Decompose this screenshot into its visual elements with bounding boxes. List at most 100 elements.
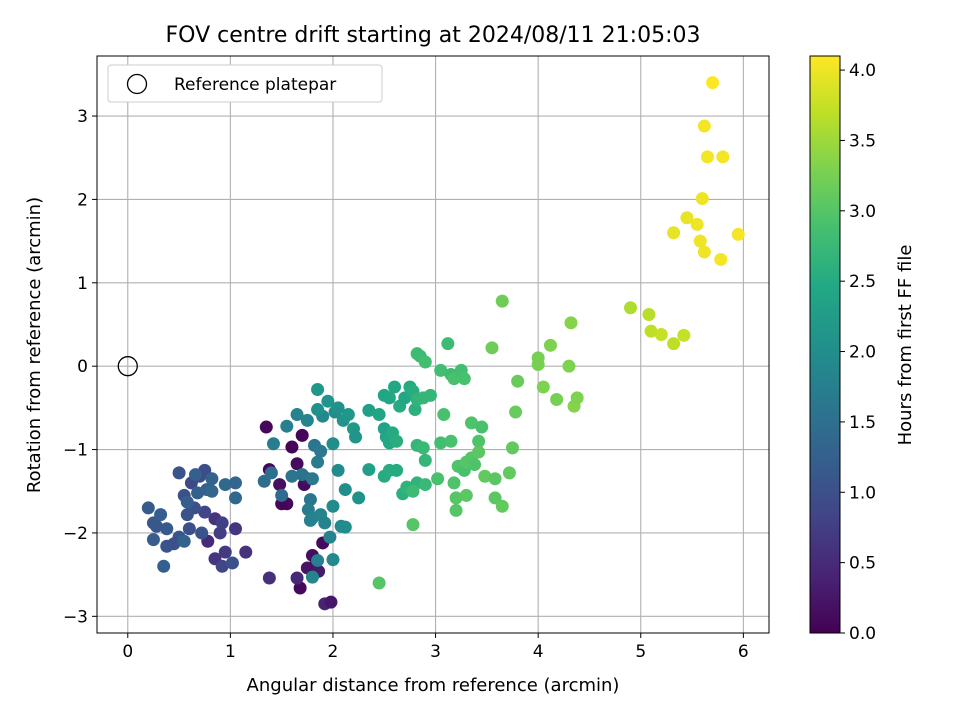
y-axis-label: Rotation from reference (arcmin) [24, 197, 45, 493]
data-point [188, 468, 202, 482]
x-axis: 0 1 2 3 4 5 6 [122, 633, 749, 662]
data-point [264, 466, 278, 480]
x-axis-label: Angular distance from reference (arcmin) [247, 675, 620, 696]
data-point [697, 245, 711, 259]
data-point [495, 294, 509, 308]
data-point [543, 338, 557, 352]
data-point [338, 483, 352, 497]
data-point [447, 476, 461, 490]
data-point [215, 516, 229, 530]
data-point [229, 476, 243, 490]
data-point [509, 405, 523, 419]
data-point [300, 413, 314, 427]
data-point [314, 444, 328, 458]
data-point [305, 570, 319, 584]
data-point [303, 493, 317, 507]
data-point [382, 391, 396, 405]
data-point [644, 324, 658, 338]
data-point [434, 363, 448, 377]
data-point [706, 76, 720, 90]
data-point [418, 478, 432, 492]
data-point [293, 581, 307, 595]
data-point [459, 488, 473, 502]
data-point [700, 150, 714, 164]
data-point [690, 217, 704, 231]
data-point [323, 530, 337, 544]
data-point [205, 484, 219, 498]
data-point [485, 341, 499, 355]
data-point [326, 499, 340, 513]
legend-marker-reference [126, 73, 148, 95]
colorbar-label: Hours from first FF file [895, 245, 916, 446]
data-point [273, 478, 287, 492]
data-point [564, 316, 578, 330]
data-point [550, 393, 564, 407]
data-point [536, 380, 550, 394]
colorbar-tick-label: 3.0 [849, 202, 876, 222]
data-point [714, 252, 728, 266]
data-point [667, 337, 681, 351]
grid-lines [97, 56, 769, 633]
data-point [570, 391, 584, 405]
data-point [321, 394, 335, 408]
data-point [180, 495, 194, 509]
colorbar-tick-label: 1.0 [849, 483, 876, 503]
data-point [311, 455, 325, 469]
data-point [215, 559, 229, 573]
data-point [157, 559, 171, 573]
data-point [280, 419, 294, 433]
data-point [160, 539, 174, 553]
colorbar-gradient [809, 55, 841, 634]
data-point [213, 526, 227, 540]
data-point [408, 403, 422, 417]
data-point [290, 457, 304, 471]
data-point [182, 522, 196, 536]
data-point [266, 437, 280, 451]
colorbar: 0.0 0.5 1.0 1.5 2.0 2.5 3.0 3.5 4.0 Hours from f… [809, 55, 916, 644]
data-point [262, 571, 276, 585]
x-tick-label: 6 [738, 642, 749, 662]
data-point [146, 533, 160, 547]
data-point [326, 437, 340, 451]
data-point [388, 380, 402, 394]
data-point [154, 508, 168, 522]
data-point [218, 478, 232, 492]
data-point [406, 518, 420, 532]
data-point [239, 545, 253, 559]
data-point [680, 211, 694, 225]
data-point [434, 436, 448, 450]
data-point [195, 526, 209, 540]
data-point [390, 434, 404, 448]
data-point [275, 488, 289, 502]
data-point [349, 430, 363, 444]
data-point [464, 416, 478, 430]
colorbar-tick-label: 4.0 [849, 61, 876, 81]
x-tick-label: 2 [328, 642, 339, 662]
data-point [468, 458, 482, 472]
data-point [160, 522, 174, 536]
data-point [172, 466, 186, 480]
legend-label-reference: Reference platepar [174, 75, 336, 95]
data-point [295, 428, 309, 442]
colorbar-tick-label: 0.0 [849, 624, 876, 644]
data-point [697, 119, 711, 133]
data-point [318, 516, 332, 530]
data-point [457, 372, 471, 386]
data-point [362, 403, 376, 417]
data-point [229, 491, 243, 505]
data-point [695, 192, 709, 206]
data-point [341, 408, 355, 422]
data-point [418, 355, 432, 369]
data-point [562, 359, 576, 373]
data-point [331, 463, 345, 477]
data-point [677, 328, 691, 342]
colorbar-ticks: 0.0 0.5 1.0 1.5 2.0 2.5 3.0 3.5 4.0 [840, 61, 876, 644]
data-point [502, 466, 516, 480]
data-point [418, 453, 432, 467]
data-point [488, 472, 502, 486]
data-point [218, 545, 232, 559]
data-point [324, 595, 338, 609]
data-point [198, 505, 212, 519]
y-tick-label: 3 [77, 107, 88, 127]
data-point [295, 468, 309, 482]
